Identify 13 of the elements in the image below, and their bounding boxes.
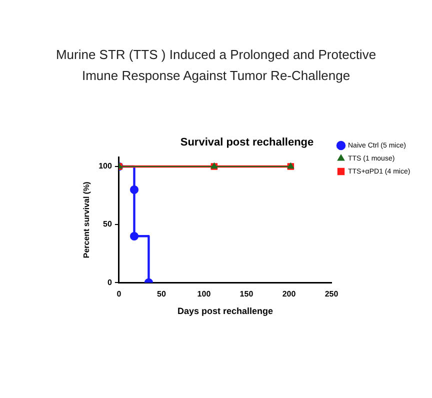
y-tick-label: 50 xyxy=(103,220,112,229)
chart-title: Murine STR (TTS ) Induced a Prolonged and Protective Imune Response Against Tumor Re-Challenge xyxy=(54,46,378,85)
x-tick-label: 100 xyxy=(197,290,212,299)
x-tick-label: 250 xyxy=(324,290,339,299)
x-tick-label: 200 xyxy=(282,290,296,299)
y-tick-label: 0 xyxy=(107,278,112,287)
y-axis-title: Percent survival (%) xyxy=(82,181,92,258)
x-tick-label: 50 xyxy=(157,290,166,299)
y-tick-label: 100 xyxy=(98,162,112,171)
x-tick-label: 150 xyxy=(240,290,254,299)
chart-subtitle: Survival post rechallenge xyxy=(180,136,314,149)
x-axis-title: Days post rechallenge xyxy=(177,306,273,316)
x-tick-label: 0 xyxy=(116,290,122,299)
